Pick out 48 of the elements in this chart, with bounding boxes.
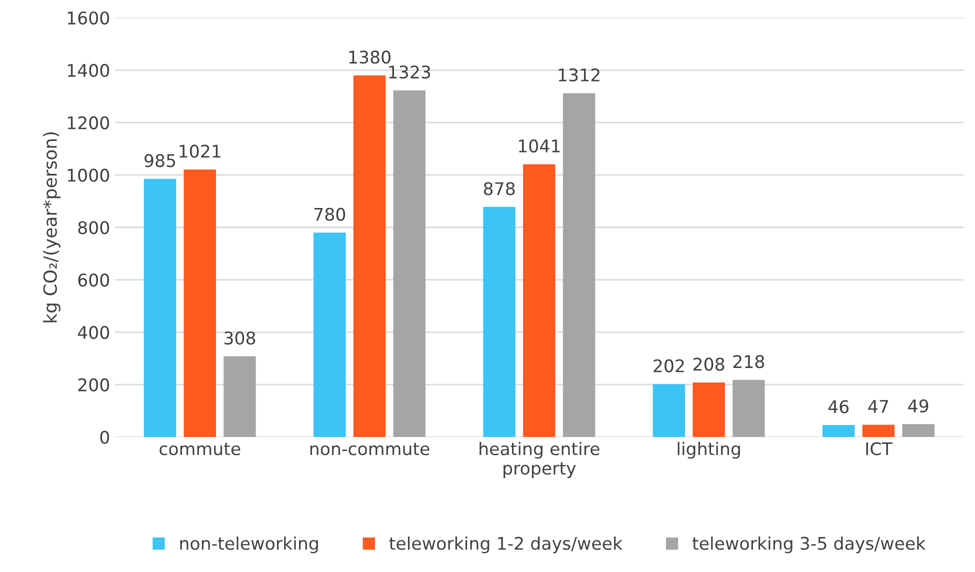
bar <box>562 93 596 438</box>
data-label: 1041 <box>518 139 560 153</box>
data-label: 49 <box>908 399 928 412</box>
bar <box>184 169 216 438</box>
y-tick-label: 1200 <box>68 116 110 130</box>
data-label: 1380 <box>349 50 390 64</box>
data-label: 47 <box>868 400 888 413</box>
x-tick-label: commute <box>160 442 240 456</box>
data-label: 46 <box>828 400 849 414</box>
bar <box>144 178 176 438</box>
data-label: 780 <box>314 208 346 221</box>
legend-label: teleworking 3-5 days/week <box>692 536 926 554</box>
bar <box>314 232 346 438</box>
bar <box>353 75 386 438</box>
data-label: 208 <box>694 358 724 371</box>
x-tick-label: ICT <box>866 442 892 456</box>
bar <box>652 384 686 438</box>
x-tick-label: heating entire property <box>480 442 600 478</box>
data-label: 985 <box>144 154 176 168</box>
x-tick-label: non-commute <box>310 442 430 456</box>
x-tick-label: lighting <box>678 442 740 459</box>
data-label: 1323 <box>389 65 430 79</box>
y-axis-title: kg CO₂/(year*person) <box>42 132 60 322</box>
data-label: 1312 <box>558 68 600 82</box>
bar <box>822 424 855 438</box>
bar <box>902 424 934 438</box>
bar <box>393 90 426 438</box>
y-tick-label: 1000 <box>68 168 110 182</box>
bar <box>483 206 516 438</box>
bar <box>224 356 256 438</box>
bar <box>862 424 895 438</box>
legend-label: teleworking 1-2 days/week <box>389 536 623 554</box>
y-tick-label: 0 <box>100 430 110 444</box>
data-label: 878 <box>484 182 515 196</box>
data-label: 1021 <box>180 144 220 158</box>
y-tick-label: 400 <box>78 326 110 340</box>
data-label: 202 <box>654 359 684 372</box>
y-tick-label: 1600 <box>68 11 110 25</box>
y-tick-label: 200 <box>78 378 110 392</box>
y-tick-label: 600 <box>78 273 110 287</box>
bar <box>523 164 556 438</box>
legend-label: non-teleworking <box>180 536 318 554</box>
y-tick-label: 800 <box>78 221 110 234</box>
bar <box>692 382 725 438</box>
y-tick-label: 1400 <box>68 64 110 77</box>
data-label: 308 <box>224 331 256 345</box>
bar <box>732 380 765 438</box>
data-label: 218 <box>733 355 764 368</box>
